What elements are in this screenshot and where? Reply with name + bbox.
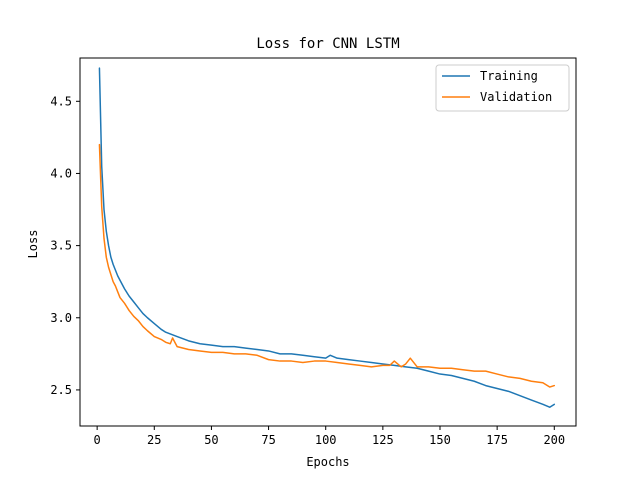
chart-title: Loss for CNN LSTM: [256, 36, 399, 52]
series-line-training: [98, 67, 556, 408]
y-tick-label: 3.5: [50, 239, 72, 253]
x-tick-label: 75: [261, 433, 275, 447]
plot-frame: [79, 57, 577, 427]
y-tick-label: 2.5: [50, 383, 72, 397]
x-tick-label: 125: [372, 433, 394, 447]
y-tick-label: 4.5: [50, 94, 72, 108]
series-line-validation: [98, 143, 556, 388]
y-tick-label: 4.0: [50, 166, 72, 180]
x-tick-label: 175: [486, 433, 508, 447]
legend: Training Validation: [435, 64, 570, 112]
x-tick-label: 50: [204, 433, 218, 447]
x-tick-label: 150: [429, 433, 451, 447]
x-tick-label: 100: [315, 433, 337, 447]
y-axis-label: Loss: [26, 230, 40, 259]
legend-label-validation: Validation: [480, 90, 552, 104]
x-tick-label: 0: [94, 433, 101, 447]
legend-label-training: Training: [480, 69, 538, 83]
y-tick-label: 3.0: [50, 311, 72, 325]
x-axis-label: Epochs: [306, 455, 349, 469]
x-tick-label: 200: [543, 433, 565, 447]
x-tick-label: 25: [147, 433, 161, 447]
